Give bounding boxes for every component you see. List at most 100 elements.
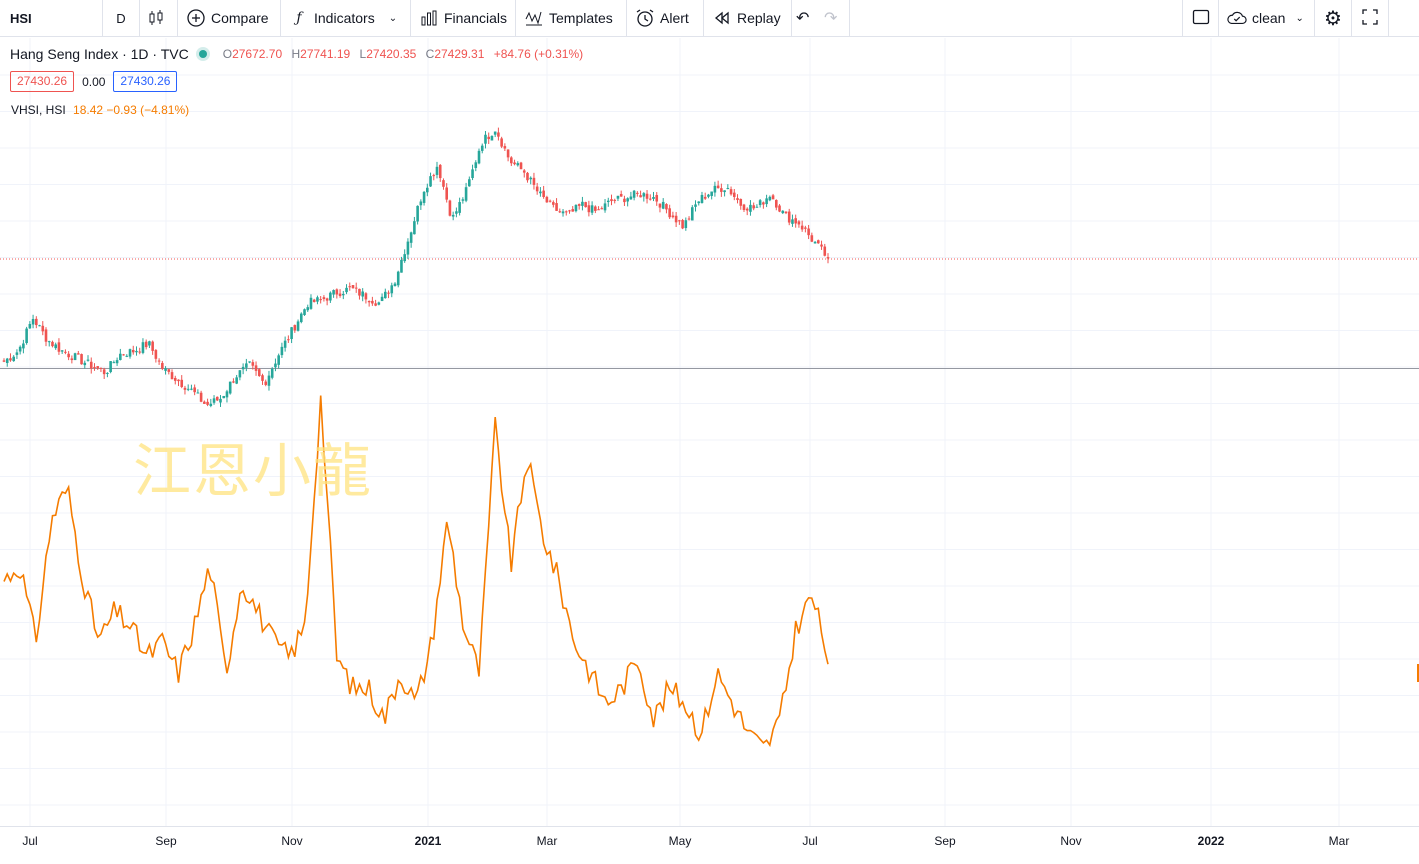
- candle-body: [555, 203, 558, 211]
- candle-body: [406, 241, 410, 255]
- candle-body: [594, 206, 597, 211]
- candle-body: [419, 201, 423, 206]
- candle-body: [12, 356, 15, 362]
- candle-body: [590, 205, 594, 213]
- select-drawing-button[interactable]: [1182, 0, 1219, 37]
- candle-body: [668, 208, 671, 218]
- candle-body: [603, 203, 607, 211]
- candle-body: [797, 221, 801, 225]
- candle-body: [316, 297, 319, 302]
- candle-body: [823, 246, 827, 256]
- candle-body: [426, 187, 429, 193]
- symbol-search[interactable]: HSI: [0, 0, 103, 37]
- candle-body: [96, 366, 100, 369]
- candle-body: [435, 166, 439, 175]
- undo-button[interactable]: ↶: [792, 0, 820, 37]
- indicators-label: Indicators: [314, 10, 375, 26]
- candle-body: [522, 170, 526, 173]
- candle-body: [299, 313, 303, 323]
- candle-body: [35, 318, 38, 326]
- bars-icon: [419, 8, 439, 28]
- fullscreen-icon: [1361, 8, 1379, 29]
- settings-button[interactable]: ⚙: [1315, 0, 1352, 37]
- price-chart-canvas[interactable]: [0, 38, 1419, 826]
- candle-body: [451, 214, 455, 217]
- candle-body: [519, 162, 523, 170]
- candle-body: [762, 202, 765, 205]
- alert-label: Alert: [660, 10, 689, 26]
- candle-body: [393, 283, 397, 286]
- candle-body: [267, 375, 271, 386]
- interval-selector[interactable]: D: [103, 0, 140, 37]
- candle-body: [18, 346, 22, 352]
- market-status-dot: [198, 50, 207, 58]
- sell-price-button[interactable]: 27430.26: [10, 71, 75, 92]
- square-icon: [1192, 8, 1210, 29]
- candle-body: [645, 193, 649, 199]
- candle-body: [112, 362, 116, 364]
- candle-body: [503, 146, 507, 149]
- candle-body: [283, 340, 287, 348]
- candle-body: [374, 303, 377, 306]
- candle-body: [500, 138, 503, 147]
- candle-body: [322, 297, 326, 299]
- compare-button[interactable]: Compare: [178, 0, 281, 37]
- replay-button[interactable]: Replay: [704, 0, 792, 37]
- buy-price-button[interactable]: 27430.26: [113, 71, 178, 92]
- indicators-button[interactable]: ƒ Indicators ⌄: [281, 0, 411, 37]
- fullscreen-button[interactable]: [1352, 0, 1389, 37]
- candle-body: [361, 291, 364, 297]
- candle-body: [219, 398, 222, 403]
- candle-body: [813, 241, 817, 244]
- candle-body: [577, 204, 581, 206]
- series-title[interactable]: Hang Seng Index · 1D · TVC: [10, 46, 189, 62]
- candle-body: [713, 185, 717, 193]
- candle-body: [99, 367, 103, 369]
- time-axis-tick: May: [668, 834, 692, 848]
- candle-body: [89, 361, 93, 369]
- financials-button[interactable]: Financials: [411, 0, 516, 37]
- candle-body: [131, 349, 135, 353]
- candle-body: [552, 202, 555, 205]
- candle-body: [600, 208, 604, 210]
- candle-body: [22, 343, 25, 349]
- candle-body: [490, 135, 494, 141]
- candle-body: [309, 297, 313, 309]
- gear-icon: ⚙: [1324, 7, 1342, 30]
- candle-body: [9, 358, 12, 361]
- candle-body: [190, 388, 193, 390]
- chart-type-button[interactable]: [140, 0, 178, 37]
- alert-button[interactable]: Alert: [627, 0, 704, 37]
- candle-body: [455, 211, 458, 214]
- candle-body: [245, 363, 248, 368]
- candle-body: [739, 199, 743, 206]
- candle-body: [312, 299, 316, 303]
- chart-pane[interactable]: [0, 38, 1419, 826]
- candle-body: [729, 189, 733, 195]
- candle-body: [264, 381, 268, 385]
- watermark-text: 江恩小龍: [133, 437, 374, 505]
- candle-body: [752, 205, 755, 209]
- candle-body: [119, 353, 122, 360]
- candle-body: [678, 220, 681, 222]
- low-label: L: [359, 47, 367, 61]
- candle-body: [690, 207, 694, 221]
- redo-button[interactable]: ↷: [820, 0, 850, 37]
- vhsi-title[interactable]: VHSI, HSI: [11, 103, 66, 117]
- layout-menu-button[interactable]: clean ⌄: [1219, 0, 1315, 37]
- candle-body: [138, 351, 142, 353]
- candle-body: [745, 208, 749, 211]
- candle-body: [464, 187, 468, 201]
- candle-body: [506, 149, 510, 158]
- candle-body: [687, 218, 691, 220]
- candle-body: [251, 362, 255, 366]
- vhsi-line: [3, 395, 829, 748]
- candle-body: [584, 202, 587, 208]
- templates-button[interactable]: Templates: [516, 0, 627, 37]
- candle-body: [238, 370, 242, 378]
- candle-body: [293, 325, 297, 331]
- time-axis[interactable]: Jul Sep Nov 2021 Mar May Jul Sep Nov 2022 Mar: [0, 826, 1419, 864]
- candle-body: [403, 254, 406, 262]
- candle-body: [416, 205, 419, 222]
- candle-body: [290, 327, 293, 340]
